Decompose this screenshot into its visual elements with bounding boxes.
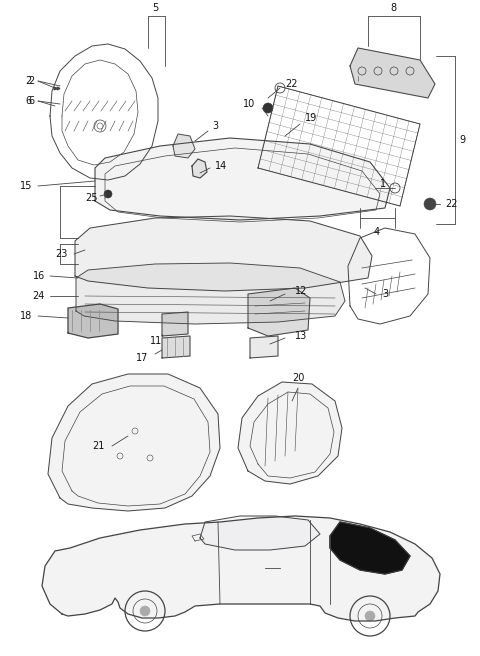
Text: 9: 9	[459, 135, 465, 145]
Circle shape	[263, 103, 273, 113]
Text: 17: 17	[136, 353, 148, 363]
Text: 12: 12	[295, 286, 307, 296]
Text: 24: 24	[33, 291, 45, 301]
Text: 5: 5	[152, 3, 158, 13]
Text: 4: 4	[374, 227, 380, 237]
Polygon shape	[192, 159, 207, 178]
Polygon shape	[162, 312, 188, 336]
Text: 2: 2	[26, 76, 32, 86]
Polygon shape	[250, 336, 278, 358]
Text: 19: 19	[305, 113, 317, 123]
Text: 22: 22	[445, 199, 457, 209]
Text: 3: 3	[382, 289, 388, 299]
Circle shape	[104, 190, 112, 198]
Polygon shape	[48, 374, 220, 511]
Polygon shape	[330, 522, 410, 574]
Text: 3: 3	[212, 121, 218, 131]
Text: 16: 16	[33, 271, 45, 281]
Text: 23: 23	[56, 249, 68, 259]
Text: 22: 22	[285, 79, 298, 89]
Polygon shape	[162, 336, 190, 358]
Text: 14: 14	[215, 161, 227, 171]
Text: 18: 18	[20, 311, 32, 321]
Polygon shape	[350, 48, 435, 98]
Text: 15: 15	[20, 181, 32, 191]
Text: 25: 25	[85, 193, 97, 203]
Text: 6: 6	[28, 96, 34, 106]
Text: 6: 6	[26, 96, 32, 106]
Polygon shape	[173, 134, 195, 158]
Polygon shape	[95, 138, 390, 220]
Text: 1: 1	[380, 179, 386, 189]
Text: 20: 20	[292, 373, 304, 383]
Polygon shape	[76, 263, 345, 324]
Polygon shape	[248, 288, 310, 336]
Polygon shape	[200, 516, 320, 550]
Text: 21: 21	[93, 441, 105, 451]
Text: 13: 13	[295, 331, 307, 341]
Text: 8: 8	[390, 3, 396, 13]
Polygon shape	[68, 304, 118, 338]
Text: 11: 11	[150, 336, 162, 346]
Polygon shape	[238, 382, 342, 484]
Circle shape	[424, 198, 436, 210]
Polygon shape	[42, 516, 440, 621]
Circle shape	[365, 611, 375, 621]
Text: 2: 2	[28, 76, 34, 86]
Text: 10: 10	[243, 99, 255, 109]
Circle shape	[140, 606, 150, 616]
Polygon shape	[75, 216, 372, 291]
